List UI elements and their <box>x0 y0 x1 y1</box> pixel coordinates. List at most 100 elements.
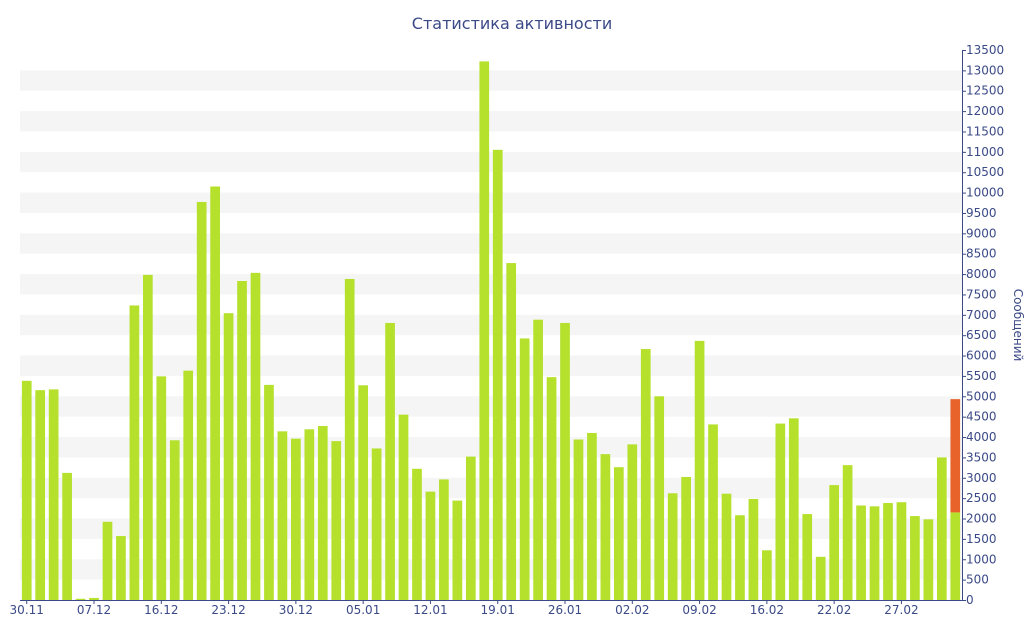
axes <box>20 50 966 604</box>
bar <box>169 440 180 600</box>
bar <box>519 338 530 600</box>
bar <box>385 322 395 600</box>
y-tick-label: 11500 <box>966 124 1004 138</box>
bar <box>304 429 315 600</box>
bar <box>398 414 409 600</box>
bar <box>465 456 476 600</box>
bar <box>237 281 247 600</box>
bar <box>412 468 422 600</box>
x-tick-label: 16.02 <box>750 603 784 617</box>
y-tick-label: 3500 <box>966 450 997 464</box>
bar <box>75 598 86 600</box>
y-tick-label: 2500 <box>966 491 997 505</box>
bar <box>573 439 584 600</box>
bar <box>735 515 745 600</box>
bar <box>264 384 274 600</box>
bar <box>667 493 678 600</box>
y-tick-label: 10000 <box>966 186 1004 200</box>
bar <box>425 491 436 600</box>
bar <box>640 349 651 600</box>
bar <box>829 485 840 600</box>
bar <box>708 424 718 600</box>
grid-band <box>20 274 962 295</box>
grid-band <box>20 355 962 376</box>
bar <box>21 380 32 600</box>
y-tick-label: 13000 <box>966 63 1004 77</box>
bar <box>762 550 772 600</box>
bar <box>89 597 99 600</box>
x-tick-label: 05.01 <box>346 603 380 617</box>
bar <box>250 272 261 600</box>
bar <box>788 418 799 600</box>
bar <box>62 472 72 600</box>
y-tick-label: 10500 <box>966 165 1004 179</box>
x-tick-label: 27.02 <box>884 603 918 617</box>
y-tick-label: 500 <box>966 573 989 587</box>
bar <box>681 476 691 600</box>
bar <box>627 444 638 600</box>
bar <box>196 201 207 601</box>
y-tick-label: 6000 <box>966 349 997 363</box>
bar <box>546 377 557 600</box>
x-tick-label: 19.01 <box>481 603 515 617</box>
bar <box>48 389 59 600</box>
bar <box>950 512 961 600</box>
bar <box>533 319 543 600</box>
x-tick-label: 30.12 <box>279 603 313 617</box>
bar <box>116 536 126 600</box>
y-tick-label: 9500 <box>966 206 997 220</box>
y-tick-label: 1500 <box>966 532 997 546</box>
bar <box>210 186 220 600</box>
bar <box>142 274 153 600</box>
x-tick-label: 16.12 <box>144 603 178 617</box>
bar <box>842 465 853 600</box>
y-tick-label: 0 <box>966 593 974 607</box>
y-tick-labels: 0 500 1000 1500 2000 2500 3000 3500 4000 4500 5000… <box>966 43 1004 607</box>
bar <box>896 502 907 600</box>
y-tick-label: 8500 <box>966 247 997 261</box>
y-tick-label: 8000 <box>966 267 997 281</box>
grid-band <box>20 151 962 173</box>
x-tick-label: 23.12 <box>211 603 245 617</box>
bar <box>775 423 786 600</box>
x-tick-labels: 30.11 07.12 16.12 23.12 30.12 05.01 12.01 19.01… <box>10 603 919 617</box>
bar <box>936 457 947 600</box>
x-tick-label: 22.02 <box>817 603 851 617</box>
bar <box>277 431 288 600</box>
bar <box>371 448 382 600</box>
bar <box>129 305 140 600</box>
bar <box>331 441 342 600</box>
bar <box>748 498 759 600</box>
bar <box>358 385 369 600</box>
bar-highlight <box>950 399 961 513</box>
y-tick-label: 12500 <box>966 84 1004 98</box>
x-tick-label: 12.01 <box>413 603 447 617</box>
bar <box>479 61 490 600</box>
bar <box>35 390 46 600</box>
x-tick-label: 26.01 <box>548 603 582 617</box>
bar <box>291 438 301 600</box>
grid-band <box>20 192 962 213</box>
y-tick-label: 7500 <box>966 287 997 301</box>
y-axis-label: Сообщений <box>1011 289 1024 362</box>
x-tick-label: 30.11 <box>10 603 44 617</box>
y-tick-label: 5000 <box>966 389 997 403</box>
x-tick-label: 09.02 <box>682 603 716 617</box>
y-tick-label: 6500 <box>966 328 997 342</box>
bars <box>21 61 961 601</box>
y-tick-label: 9000 <box>966 226 997 240</box>
bar <box>344 278 355 600</box>
bar <box>694 340 705 600</box>
bar <box>317 426 328 600</box>
y-tick-label: 2000 <box>966 512 997 526</box>
bar <box>452 500 463 600</box>
y-tick-label: 7000 <box>966 308 997 322</box>
bar <box>654 396 665 600</box>
grid-band <box>20 233 962 254</box>
bar <box>869 506 880 600</box>
y-tick-label: 13500 <box>966 43 1004 57</box>
y-tick-label: 4000 <box>966 430 997 444</box>
y-tick-label: 3000 <box>966 471 997 485</box>
bar <box>600 454 611 600</box>
